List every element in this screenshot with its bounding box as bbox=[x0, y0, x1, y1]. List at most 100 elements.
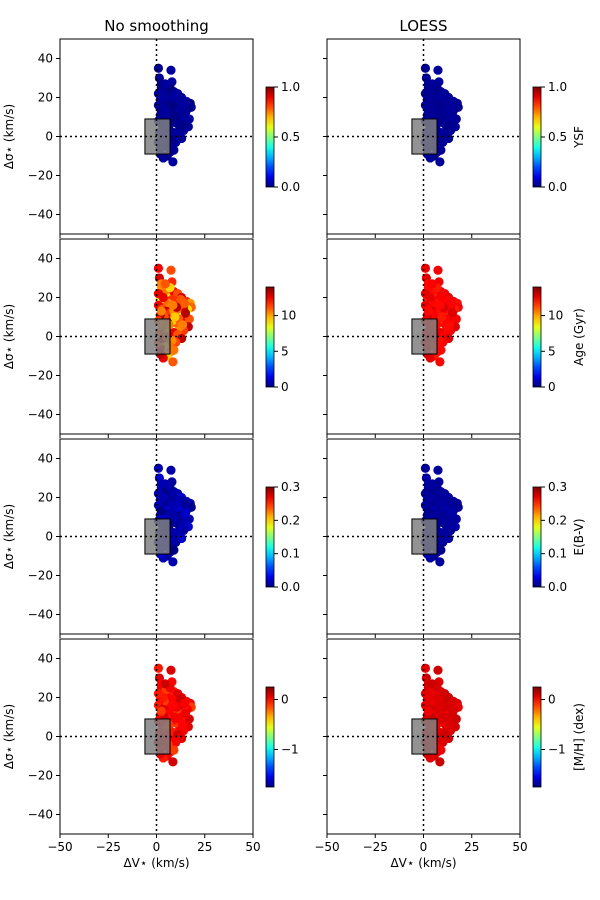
colorbar-tick-label: 1.0 bbox=[281, 80, 300, 94]
scatter-point bbox=[177, 120, 188, 130]
colorbar-label: Age (Gyr) bbox=[572, 308, 586, 366]
colorbar-tick-label: 0.1 bbox=[281, 547, 300, 561]
scatter-point bbox=[153, 89, 164, 99]
y-tick-label: −20 bbox=[28, 169, 53, 183]
colorbar-tick-label: 10 bbox=[281, 309, 296, 323]
scatter-point bbox=[168, 557, 178, 567]
scatter-point bbox=[169, 545, 179, 555]
y-tick-label: −20 bbox=[28, 569, 53, 583]
scatter-point bbox=[420, 63, 431, 73]
scatter-point bbox=[168, 357, 178, 367]
y-tick-label: −40 bbox=[28, 208, 53, 222]
scatter-point bbox=[436, 745, 446, 755]
y-tick-label: 40 bbox=[38, 52, 53, 66]
y-tick-label: 20 bbox=[38, 291, 53, 305]
scatter-point bbox=[168, 157, 178, 167]
scatter-point bbox=[170, 712, 180, 722]
scatter-point bbox=[166, 65, 176, 75]
scatter-point bbox=[160, 279, 170, 289]
scatter-point bbox=[437, 112, 447, 122]
scatter-point bbox=[420, 263, 431, 273]
scatter-point bbox=[447, 108, 458, 118]
colorbar-tick-label: 0.0 bbox=[548, 180, 567, 194]
colorbar-tick-label: 0.0 bbox=[548, 580, 567, 594]
x-tick-label: 25 bbox=[197, 840, 212, 854]
y-axis-label: Δσ⋆ (km/s) bbox=[2, 504, 16, 569]
colorbar bbox=[265, 86, 275, 188]
scatter-point bbox=[168, 700, 178, 710]
y-axis-label: Δσ⋆ (km/s) bbox=[2, 104, 16, 169]
scatter-point bbox=[433, 65, 443, 75]
colorbar-tick-label: −1 bbox=[281, 743, 299, 757]
scatter-point bbox=[179, 498, 190, 508]
panel-2-0: 40 20 0 −20 −40 Δσ⋆ (km/s) 0.0 0.1 0.2 0.3 bbox=[2, 438, 300, 638]
scatter-point bbox=[420, 463, 431, 473]
panel-0-0: 40 20 0 −20 −40 Δσ⋆ (km/s) 0.0 0.5 1.0 bbox=[2, 38, 300, 238]
scatter-point bbox=[423, 106, 433, 116]
colorbar-tick-label: 5 bbox=[281, 344, 289, 358]
scatter-point bbox=[436, 145, 446, 155]
scatter-point bbox=[153, 289, 164, 299]
scatter-point bbox=[156, 106, 166, 116]
scatter-point bbox=[153, 663, 164, 673]
colorbar-tick-label: 1.0 bbox=[548, 80, 567, 94]
scatter-point bbox=[423, 306, 433, 316]
y-tick-label: −40 bbox=[28, 808, 53, 822]
x-tick-label: −50 bbox=[47, 840, 72, 854]
y-tick-label: 20 bbox=[38, 691, 53, 705]
scatter-point bbox=[435, 357, 445, 367]
colorbar-tick-label: 0 bbox=[548, 693, 556, 707]
y-tick-label: −20 bbox=[28, 769, 53, 783]
scatter-point bbox=[160, 79, 170, 89]
scatter-point bbox=[420, 289, 431, 299]
scatter-point bbox=[437, 512, 447, 522]
colorbar-tick-label: 5 bbox=[548, 344, 556, 358]
colorbar-tick-label: 0.5 bbox=[281, 130, 300, 144]
y-tick-label: 0 bbox=[45, 330, 53, 344]
scatter-point bbox=[447, 308, 458, 318]
scatter-point bbox=[444, 720, 455, 730]
scatter-point bbox=[435, 557, 445, 567]
x-tick-label: 25 bbox=[464, 840, 479, 854]
colorbar-tick-label: 0 bbox=[281, 380, 289, 394]
y-tick-label: −40 bbox=[28, 608, 53, 622]
scatter-point bbox=[433, 465, 443, 475]
colorbar bbox=[265, 486, 275, 588]
y-tick-label: 0 bbox=[45, 730, 53, 744]
panel-3-1: −50 −25 0 25 50 ΔV⋆ (km/s) −1 0 [M/H] (dex) bbox=[314, 638, 586, 870]
x-tick-label: −50 bbox=[314, 840, 339, 854]
x-tick-label: −25 bbox=[96, 840, 121, 854]
scatter-point bbox=[153, 263, 164, 273]
scatter-point bbox=[153, 689, 164, 699]
colorbar bbox=[265, 286, 275, 388]
panel-3-0: 40 20 0 −20 −40 −50 −25 0 25 50 Δσ⋆ (km/s) ΔV⋆ (km/… bbox=[2, 638, 299, 870]
scatter-point bbox=[427, 279, 437, 289]
scatter-point bbox=[447, 508, 458, 518]
scatter-point bbox=[420, 689, 431, 699]
panel-1-0: 40 20 0 −20 −40 Δσ⋆ (km/s) 0 5 10 bbox=[2, 238, 296, 438]
scatter-point bbox=[168, 500, 178, 510]
scatter-point bbox=[446, 498, 457, 508]
scatter-point bbox=[179, 698, 190, 708]
y-tick-label: −20 bbox=[28, 369, 53, 383]
scatter-point bbox=[437, 712, 447, 722]
colorbar-tick-label: 0 bbox=[281, 693, 289, 707]
scatter-point bbox=[435, 700, 445, 710]
panel-2-1: 0.0 0.1 0.2 0.3 E(B-V) bbox=[323, 438, 586, 638]
colorbar bbox=[265, 686, 275, 788]
scatter-point bbox=[435, 300, 445, 310]
y-tick-label: 20 bbox=[38, 91, 53, 105]
scatter-point bbox=[446, 698, 457, 708]
scatter-point bbox=[433, 665, 443, 675]
colorbar-label: [M/H] (dex) bbox=[572, 703, 586, 771]
y-tick-label: 40 bbox=[38, 452, 53, 466]
scatter-point bbox=[435, 157, 445, 167]
scatter-point bbox=[166, 265, 176, 275]
scatter-point bbox=[180, 308, 191, 318]
colorbar bbox=[532, 86, 542, 188]
scatter-point bbox=[446, 98, 457, 108]
scatter-point bbox=[435, 100, 445, 110]
scatter-point bbox=[168, 757, 178, 767]
scatter-point bbox=[170, 112, 180, 122]
scatter-point bbox=[447, 708, 458, 718]
